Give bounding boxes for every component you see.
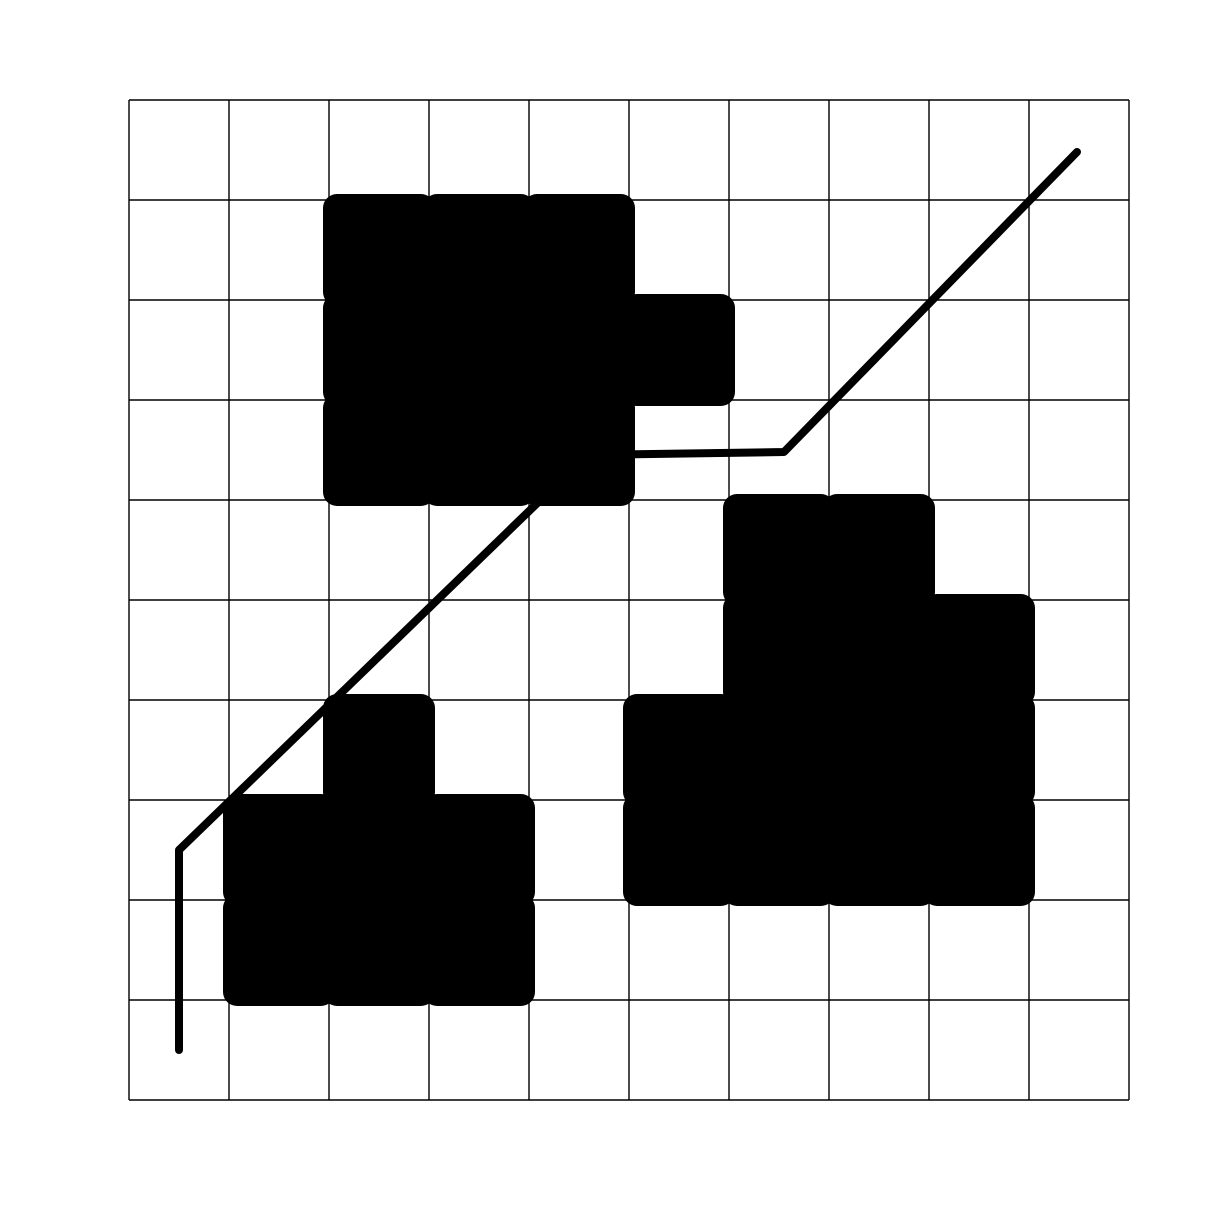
planned-path	[175, 148, 1081, 1054]
obstacle-cell	[823, 794, 935, 906]
obstacle-cell	[423, 294, 535, 406]
right-obstacle	[623, 494, 1035, 906]
obstacle-cell	[723, 594, 835, 706]
obstacle-cell	[323, 894, 435, 1006]
grid-layer	[128, 99, 1130, 1101]
obstacle-cell	[623, 294, 735, 406]
obstacle-cell	[923, 794, 1035, 906]
obstacle-cell	[923, 594, 1035, 706]
obstacle-cell	[423, 794, 535, 906]
obstacle-cell	[723, 794, 835, 906]
obstacle-cell	[423, 894, 535, 1006]
obstacle-cell	[723, 494, 835, 606]
obstacle-cell	[823, 494, 935, 606]
upper-left-obstacle	[323, 194, 735, 506]
obstacle-cell	[723, 694, 835, 806]
obstacle-cell	[623, 694, 735, 806]
obstacle-cell	[323, 394, 435, 506]
obstacle-cell	[823, 594, 935, 706]
obstacle-cell	[223, 794, 335, 906]
obstacle-cell	[523, 394, 635, 506]
obstacle-cell	[323, 194, 435, 306]
obstacle-cell	[323, 794, 435, 906]
obstacle-cell	[523, 294, 635, 406]
obstacle-cell	[223, 894, 335, 1006]
lower-left-obstacle	[223, 694, 535, 1006]
obstacle-cell	[923, 694, 1035, 806]
obstacle-layer	[223, 194, 1035, 1006]
obstacle-cell	[323, 294, 435, 406]
obstacle-cell	[623, 794, 735, 906]
obstacle-cell	[523, 194, 635, 306]
path-layer	[175, 148, 1081, 1054]
obstacle-cell	[323, 694, 435, 806]
obstacle-cell	[423, 194, 535, 306]
obstacle-cell	[423, 394, 535, 506]
obstacle-cell	[823, 694, 935, 806]
